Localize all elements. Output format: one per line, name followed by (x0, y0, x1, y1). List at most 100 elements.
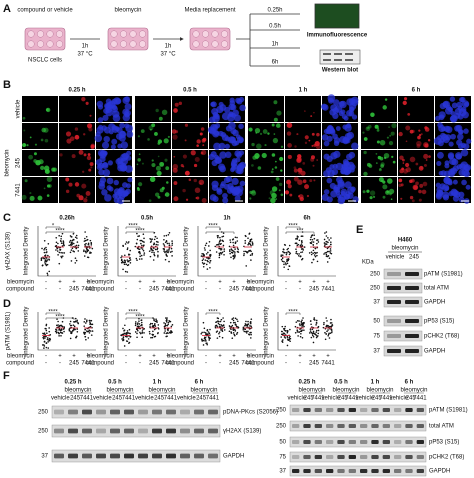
data-dot (202, 339, 205, 342)
band (371, 455, 379, 459)
data-dot (236, 320, 239, 323)
data-dot (310, 323, 312, 326)
data-dot (61, 320, 64, 323)
nucleus (184, 170, 190, 176)
data-dot (201, 331, 203, 334)
data-dot (312, 330, 315, 333)
data-dot (162, 243, 165, 245)
label: 7441 (80, 396, 94, 402)
label: compound or vehicle (17, 8, 73, 14)
data-dot (153, 251, 155, 254)
nucleus (306, 194, 310, 198)
label: - (59, 361, 61, 367)
data-dot (154, 325, 157, 327)
nucleus (164, 158, 168, 162)
data-dot (218, 331, 221, 333)
nucleus (387, 178, 393, 184)
axis (277, 312, 336, 351)
nucleus (271, 186, 278, 192)
data-dot (220, 324, 223, 326)
nucleus (415, 162, 419, 166)
data-dot (218, 323, 221, 326)
nucleus (449, 157, 457, 165)
nucleus (141, 162, 144, 165)
data-dot (222, 235, 225, 238)
label: Integrated Density (104, 307, 110, 356)
label: 1h (223, 216, 230, 222)
data-dot (244, 328, 246, 330)
data-dot (232, 241, 234, 244)
data-dot (204, 244, 207, 247)
nucleus (405, 125, 411, 131)
nucleus (458, 169, 466, 176)
label: - (59, 287, 61, 293)
data-dot (204, 331, 207, 334)
label: + (86, 354, 90, 360)
label: 245 (229, 287, 240, 293)
nucleus (424, 126, 428, 130)
label: 245 (112, 396, 123, 402)
data-dot (316, 260, 319, 263)
data-dot (47, 254, 49, 257)
label: **** (288, 310, 298, 316)
data-dot (138, 323, 141, 325)
nucleus (222, 192, 228, 199)
data-dot (55, 241, 58, 244)
data-dot (123, 254, 126, 257)
data-dot (62, 240, 65, 242)
data-dot (124, 243, 127, 245)
label: bleomycin (7, 354, 34, 360)
data-dot (75, 244, 78, 247)
nucleus (326, 177, 333, 184)
nucleus (275, 123, 281, 128)
data-dot (223, 248, 226, 250)
data-dot (143, 254, 145, 256)
nucleus (463, 128, 469, 134)
nucleus (219, 151, 227, 159)
nucleus (280, 169, 283, 172)
data-dot (328, 250, 330, 253)
data-dot (134, 331, 137, 333)
data-dot (326, 247, 329, 250)
data-dot (56, 250, 59, 252)
data-dot (217, 243, 220, 246)
nucleus (188, 178, 192, 182)
nucleus (391, 123, 397, 129)
data-dot (43, 335, 45, 338)
nucleus (137, 158, 141, 162)
nucleus (81, 97, 86, 102)
data-dot (202, 265, 205, 268)
nucleus (316, 132, 320, 137)
label: - (139, 361, 141, 367)
nucleus (122, 96, 130, 105)
well (201, 40, 209, 48)
nucleus (213, 113, 220, 120)
data-dot (71, 330, 74, 332)
data-dot (284, 262, 287, 264)
data-dot (313, 318, 315, 321)
label: 37 (373, 300, 380, 306)
data-dot (46, 274, 49, 276)
data-dot (150, 247, 152, 249)
data-dot (231, 252, 234, 254)
label: bleomycin (167, 354, 194, 360)
nucleus (338, 110, 344, 117)
band (303, 469, 311, 473)
nucleus (239, 104, 246, 112)
data-dot (157, 324, 160, 326)
nucleus (126, 130, 134, 138)
nucleus (198, 179, 205, 186)
data-dot (297, 236, 299, 238)
band (180, 428, 190, 434)
nucleus (418, 129, 421, 132)
nucleus (340, 169, 346, 175)
well (37, 40, 45, 48)
label: * (52, 224, 55, 230)
data-dot (153, 319, 155, 322)
band (208, 409, 218, 415)
data-dot (300, 248, 303, 250)
data-dot (288, 251, 291, 254)
data-dot (74, 328, 76, 331)
nucleus (335, 162, 344, 171)
band (405, 300, 419, 304)
